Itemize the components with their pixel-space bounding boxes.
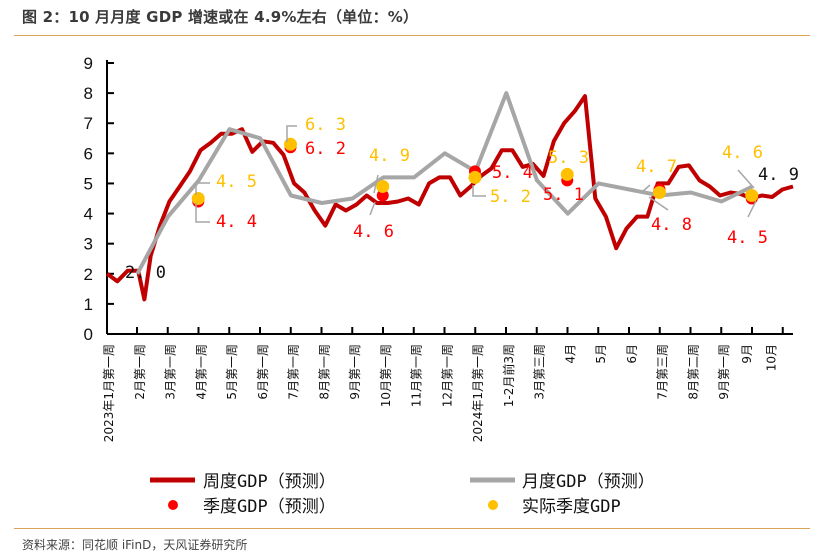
point-quarterly-actual <box>560 167 574 181</box>
x-category-label: 3月第三周 <box>533 344 547 400</box>
series-line-weekly-gdp <box>105 94 794 302</box>
series-lines <box>105 91 794 302</box>
data-label: 4. 8 <box>651 215 692 235</box>
annotation-leader <box>747 200 757 218</box>
x-category-label: 7月第三周 <box>656 344 670 400</box>
data-label: 5. 3 <box>548 148 589 168</box>
x-category-label: 4月 <box>563 344 577 364</box>
point-quarterly-actual <box>284 137 297 151</box>
data-label: 4. 9 <box>758 165 799 185</box>
annotation-leader <box>641 184 651 193</box>
annotation-leader <box>195 182 210 195</box>
x-category-label: 6月第一周 <box>256 344 270 400</box>
data-label: 4. 4 <box>216 212 257 232</box>
annotation-leader <box>472 185 486 197</box>
x-category-label: 8月第二周 <box>686 344 700 400</box>
legend-label: 周度GDP（预测） <box>203 472 336 492</box>
x-category-label: 8月第一周 <box>317 344 331 400</box>
data-label: 4. 5 <box>727 228 768 248</box>
data-label: 5. 4 <box>492 163 533 183</box>
x-category-label: 5月 <box>594 344 608 364</box>
x-category-label: 10月第一周 <box>379 344 393 407</box>
legend-label: 季度GDP（预测） <box>203 497 336 517</box>
x-category-label: 6月 <box>625 344 639 364</box>
y-tick-labels: 0 1 2 3 4 5 6 7 8 9 <box>84 54 93 344</box>
y-tick-label: 9 <box>84 54 93 73</box>
point-quarterly-actual <box>653 185 666 199</box>
data-label: 4. 5 <box>216 172 257 192</box>
x-category-label: 10月 <box>765 344 779 371</box>
x-category-label: 11月第一周 <box>410 344 424 407</box>
data-label: 4. 9 <box>369 146 410 166</box>
x-tick-labels: 2023年1月第一周 2月第一周 3月第一周 4月第一周 5月第一周 6月第一周 7月第一周… <box>102 344 779 442</box>
data-label: 4. 6 <box>722 143 763 163</box>
annotation-leader <box>195 203 210 223</box>
annotation-leader <box>286 125 297 142</box>
annotation-leader <box>737 169 755 189</box>
data-label: 5. 2 <box>490 187 531 207</box>
data-label: 4. 7 <box>636 157 677 177</box>
point-quarterly-actual <box>191 192 205 205</box>
y-tick-label: 5 <box>84 174 93 193</box>
y-tick-label: 7 <box>84 114 93 133</box>
y-tick-label: 3 <box>84 235 93 254</box>
y-tick-label: 8 <box>84 84 93 103</box>
data-label: 6. 2 <box>305 139 346 159</box>
data-label: 2. 0 <box>125 263 166 283</box>
x-category-label: 1-2月前3周 <box>501 344 516 407</box>
footer-divider <box>14 528 810 529</box>
point-quarterly-predicted <box>376 189 389 202</box>
title-divider <box>14 35 810 36</box>
x-category-label: 3月第一周 <box>164 344 178 400</box>
x-category-label: 12月第一周 <box>440 344 454 407</box>
legend-swatch-dot <box>168 500 178 510</box>
x-category-label: 2023年1月第一周 <box>102 344 116 442</box>
x-category-label: 7月第一周 <box>287 344 301 400</box>
legend-swatch-dot <box>488 500 498 510</box>
point-quarterly-actual <box>376 179 390 193</box>
y-tick-label: 1 <box>84 295 93 314</box>
legend: 周度GDP（预测） 月度GDP（预测） 季度GDP（预测） 实际季度GDP <box>150 472 655 517</box>
x-category-label: 9月第一周 <box>348 344 362 400</box>
annotations: 2. 04. 54. 46. 36. 2 4. 94. 65. 45. 25. 3… <box>125 115 799 283</box>
legend-label: 实际季度GDP <box>522 497 621 517</box>
x-category-label: 5月第一周 <box>225 344 239 400</box>
y-tick-label: 4 <box>84 205 93 224</box>
point-quarterly-actual <box>468 170 482 184</box>
data-label: 4. 6 <box>353 222 394 242</box>
series-line-monthly-gdp <box>135 91 754 275</box>
y-tick-label: 2 <box>84 265 93 284</box>
x-category-label: 2024年1月第一周 <box>471 344 485 442</box>
data-label: 5. 1 <box>543 185 584 205</box>
figure-title: 图 2：10 月月度 GDP 增速或在 4.9%左右（单位：%） <box>22 8 419 26</box>
x-category-label: 4月第一周 <box>194 344 208 400</box>
scatter-points <box>191 137 759 208</box>
x-category-label: 9月第一周 <box>717 344 731 400</box>
annotation-leader <box>648 196 669 211</box>
data-label: 6. 3 <box>305 115 346 135</box>
point-quarterly-actual <box>745 188 759 202</box>
x-category-label: 2月第一周 <box>133 344 147 400</box>
axes <box>106 60 793 335</box>
legend-label: 月度GDP（预测） <box>522 472 655 492</box>
x-category-label: 9月 <box>740 344 754 364</box>
y-tick-label: 6 <box>84 144 93 163</box>
annotation-leader <box>373 174 379 194</box>
y-tick-label: 0 <box>84 325 93 344</box>
annotation-leader <box>369 201 376 216</box>
source-note: 资料来源：同花顺 iFinD，天风证券研究所 <box>22 538 248 552</box>
